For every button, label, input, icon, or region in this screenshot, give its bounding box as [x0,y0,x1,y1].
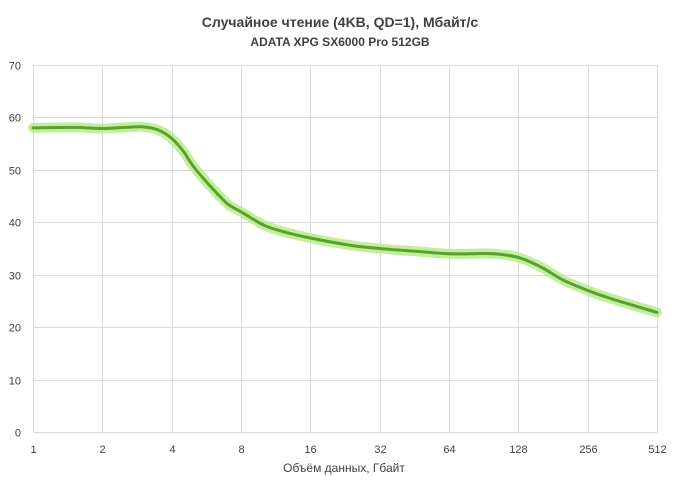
series-line-glow [28,121,662,318]
y-tick-label: 20 [9,323,21,335]
x-tick-label: 1 [30,444,36,456]
y-tick-label: 50 [9,166,21,178]
x-axis-ticks: 1 2 4 8 16 32 64 128 256 512 [30,444,666,456]
x-tick-label: 16 [304,444,316,456]
x-tick-label: 512 [648,444,666,456]
x-tick-label: 128 [509,444,527,456]
y-tick-label: 0 [15,428,21,440]
x-tick-label: 32 [374,444,386,456]
x-tick-label: 8 [238,444,244,456]
y-tick-label: 30 [9,271,21,283]
y-axis-ticks: 0 10 20 30 40 50 60 70 [9,61,21,440]
chart-title: Случайное чтение (4KB, QD=1), Мбайт/с [202,14,479,30]
y-tick-label: 40 [9,218,21,230]
x-axis-label: Объём данных, Гбайт [283,461,405,475]
x-tick-label: 256 [579,444,597,456]
series-layer [28,121,662,318]
x-tick-label: 2 [99,444,105,456]
y-tick-label: 10 [9,376,21,388]
x-tick-label: 64 [443,444,455,456]
y-tick-label: 60 [9,113,21,125]
chart-subtitle: ADATA XPG SX6000 Pro 512GB [250,35,430,49]
series-line [31,125,659,314]
y-tick-label: 70 [9,61,21,73]
x-tick-label: 4 [169,444,175,456]
